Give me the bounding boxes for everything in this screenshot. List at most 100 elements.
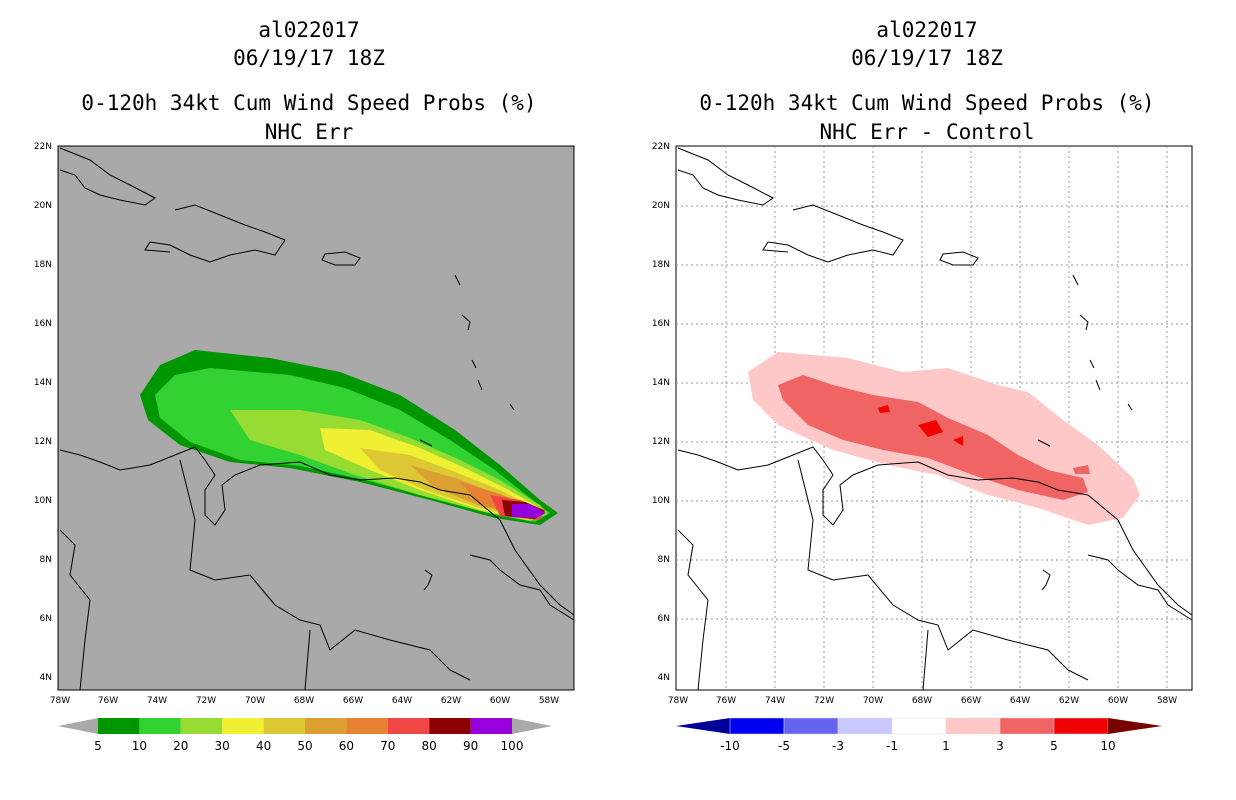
storm-id: al022017 <box>876 18 978 42</box>
lat-label: 4N <box>40 673 52 683</box>
colorbar-cell <box>305 718 347 734</box>
colorbar-cell <box>346 718 388 734</box>
lat-label: 12N <box>34 437 52 447</box>
lon-axis-labels: 78W 76W 74W 72W 70W 68W 66W 64W 62W 60W … <box>50 696 559 706</box>
colorbar-cell <box>1053 717 1109 735</box>
colorbar-label: 50 <box>297 739 312 753</box>
colorbar-label: 60 <box>339 739 354 753</box>
colorbar-label: 20 <box>173 739 188 753</box>
colorbar-cell <box>783 717 839 735</box>
diff-3-5 <box>778 375 1088 500</box>
lat-label: 18N <box>652 260 670 270</box>
diff-3-5 <box>1073 465 1090 474</box>
colorbar-cell <box>387 718 430 734</box>
colorbar-cell <box>429 718 471 734</box>
colorbar-label: 3 <box>996 739 1004 753</box>
colorbar-label: -5 <box>778 739 790 753</box>
lat-label: 14N <box>34 378 52 388</box>
colorbar-arrow-low <box>58 718 98 734</box>
lat-label: 22N <box>652 142 670 152</box>
colorbar-label: 40 <box>256 739 271 753</box>
lon-label: 72W <box>814 696 834 706</box>
lat-label: 16N <box>34 319 52 329</box>
lat-label: 20N <box>652 201 670 211</box>
lon-label: 62W <box>1059 696 1079 706</box>
lon-label: 70W <box>863 696 883 706</box>
colorbar-label: 100 <box>501 739 524 753</box>
datetime: 06/19/17 18Z <box>851 46 1003 70</box>
lat-axis-labels: 22N 20N 18N 16N 14N 12N 10N 8N 6N 4N <box>652 142 670 683</box>
lon-label: 64W <box>392 696 412 706</box>
colorbar-label: -1 <box>886 739 898 753</box>
colorbar-label: -3 <box>832 739 844 753</box>
colorbar-label: 1 <box>942 739 950 753</box>
datetime: 06/19/17 18Z <box>233 46 385 70</box>
right-colorbar: -10 -5 -3 -1 1 3 5 10 <box>676 717 1162 753</box>
map-subtitle: NHC Err - Control <box>819 120 1035 144</box>
lat-label: 16N <box>652 319 670 329</box>
map-title: 0-120h 34kt Cum Wind Speed Probs (%) <box>81 91 537 115</box>
colorbar-label: 10 <box>132 739 147 753</box>
difference-swath <box>748 352 1140 525</box>
colorbar-label: 80 <box>422 739 437 753</box>
lon-label: 60W <box>1108 696 1128 706</box>
lat-axis-labels: 22N 20N 18N 16N 14N 12N 10N 8N 6N 4N <box>34 142 52 683</box>
lat-label: 22N <box>34 142 52 152</box>
lon-label: 78W <box>50 696 70 706</box>
map-title: 0-120h 34kt Cum Wind Speed Probs (%) <box>699 91 1155 115</box>
colorbar-label: 5 <box>94 739 102 753</box>
diff-5-10 <box>878 405 890 413</box>
lon-label: 74W <box>147 696 167 706</box>
colorbar-label: 5 <box>1050 739 1058 753</box>
colorbar-cell <box>180 718 223 734</box>
colorbar-label: 90 <box>463 739 478 753</box>
left-panel: al022017 06/19/17 18Z 0-120h 34kt Cum Wi… <box>34 18 575 753</box>
colorbar-label: 30 <box>215 739 230 753</box>
lat-label: 8N <box>658 555 670 565</box>
lon-label: 66W <box>961 696 981 706</box>
colorbar-cell <box>837 717 893 735</box>
storm-id: al022017 <box>258 18 360 42</box>
colorbar-cell <box>139 718 181 734</box>
lon-label: 78W <box>668 696 688 706</box>
lat-label: 10N <box>34 496 52 506</box>
colorbar-cell <box>222 718 264 734</box>
colorbar-cell <box>945 717 1001 735</box>
lat-label: 20N <box>34 201 52 211</box>
lon-label: 76W <box>716 696 736 706</box>
lon-label: 68W <box>912 696 932 706</box>
lon-label: 70W <box>245 696 265 706</box>
colorbar-arrow-low <box>676 718 730 734</box>
lat-label: 8N <box>40 555 52 565</box>
colorbar-arrow-high <box>512 718 552 734</box>
lat-label: 10N <box>652 496 670 506</box>
lon-label: 68W <box>294 696 314 706</box>
colorbar-cell <box>999 717 1055 735</box>
map-subtitle: NHC Err <box>264 120 354 144</box>
lon-label: 72W <box>196 696 216 706</box>
lat-label: 6N <box>40 614 52 624</box>
lat-label: 12N <box>652 437 670 447</box>
colorbar-cell <box>729 717 785 735</box>
colorbar-arrow-high <box>1108 718 1162 734</box>
lat-label: 18N <box>34 260 52 270</box>
lon-label: 74W <box>765 696 785 706</box>
colorbar-cell <box>98 718 140 734</box>
colorbar-label: 70 <box>380 739 395 753</box>
colorbar-label: 10 <box>1100 739 1115 753</box>
lon-label: 58W <box>1157 696 1177 706</box>
right-map-svg: 22N 20N 18N 16N 14N 12N 10N 8N 6N 4N 78W… <box>652 142 1193 753</box>
lon-label: 58W <box>539 696 559 706</box>
colorbar-cell <box>263 718 305 734</box>
lon-axis-labels: 78W 76W 74W 72W 70W 68W 66W 64W 62W 60W … <box>668 696 1177 706</box>
colorbar-cell <box>891 717 947 735</box>
colorbar-label: -10 <box>720 739 740 753</box>
coastlines <box>677 147 1193 691</box>
lat-label: 4N <box>658 673 670 683</box>
probability-swath <box>140 350 558 525</box>
lon-label: 62W <box>441 696 461 706</box>
right-panel: al022017 06/19/17 18Z 0-120h 34kt Cum Wi… <box>618 0 1236 800</box>
left-map-svg: 22N 20N 18N 16N 14N 12N 10N 8N 6N 4N 78W… <box>34 142 575 753</box>
lon-label: 60W <box>490 696 510 706</box>
swath-90 <box>512 504 546 518</box>
